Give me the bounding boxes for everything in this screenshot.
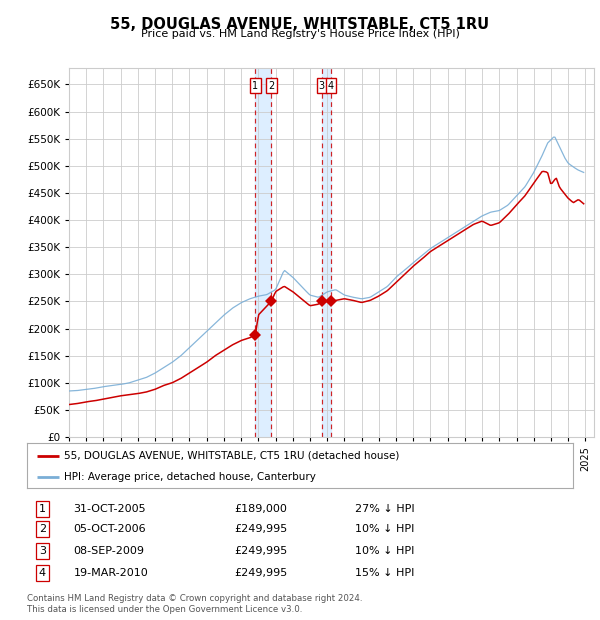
Text: Contains HM Land Registry data © Crown copyright and database right 2024.: Contains HM Land Registry data © Crown c… xyxy=(27,594,362,603)
Text: 19-MAR-2010: 19-MAR-2010 xyxy=(73,568,148,578)
Text: 05-OCT-2006: 05-OCT-2006 xyxy=(73,525,146,534)
Text: 31-OCT-2005: 31-OCT-2005 xyxy=(73,503,146,513)
Text: 27% ↓ HPI: 27% ↓ HPI xyxy=(355,503,414,513)
Text: £249,995: £249,995 xyxy=(235,568,288,578)
Text: 55, DOUGLAS AVENUE, WHITSTABLE, CT5 1RU: 55, DOUGLAS AVENUE, WHITSTABLE, CT5 1RU xyxy=(110,17,490,32)
Text: 08-SEP-2009: 08-SEP-2009 xyxy=(73,546,145,556)
Text: 10% ↓ HPI: 10% ↓ HPI xyxy=(355,525,414,534)
Text: 2: 2 xyxy=(39,525,46,534)
Text: £249,995: £249,995 xyxy=(235,525,288,534)
Text: 2: 2 xyxy=(268,81,274,91)
Bar xyxy=(322,68,331,437)
Text: 1: 1 xyxy=(39,503,46,513)
Bar xyxy=(256,68,271,437)
Text: This data is licensed under the Open Government Licence v3.0.: This data is licensed under the Open Gov… xyxy=(27,605,302,614)
Text: 15% ↓ HPI: 15% ↓ HPI xyxy=(355,568,414,578)
Text: 10% ↓ HPI: 10% ↓ HPI xyxy=(355,546,414,556)
Text: 4: 4 xyxy=(39,568,46,578)
Text: HPI: Average price, detached house, Canterbury: HPI: Average price, detached house, Cant… xyxy=(64,472,316,482)
Text: 1: 1 xyxy=(253,81,259,91)
Text: 3: 3 xyxy=(39,546,46,556)
Text: £249,995: £249,995 xyxy=(235,546,288,556)
Text: 4: 4 xyxy=(328,81,334,91)
Text: 55, DOUGLAS AVENUE, WHITSTABLE, CT5 1RU (detached house): 55, DOUGLAS AVENUE, WHITSTABLE, CT5 1RU … xyxy=(64,451,400,461)
Text: 3: 3 xyxy=(319,81,325,91)
Text: £189,000: £189,000 xyxy=(235,503,287,513)
Text: Price paid vs. HM Land Registry's House Price Index (HPI): Price paid vs. HM Land Registry's House … xyxy=(140,29,460,39)
